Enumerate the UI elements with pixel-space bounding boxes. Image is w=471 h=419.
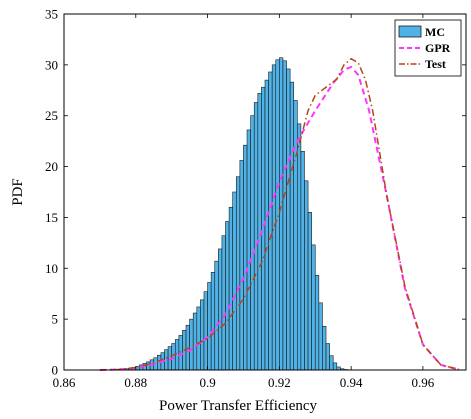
histogram-bar <box>171 343 176 371</box>
histogram-bar <box>261 86 266 371</box>
histogram-bar <box>221 235 226 371</box>
histogram-bar <box>264 79 269 371</box>
y-tick-label: 20 <box>45 159 58 174</box>
histogram-bar <box>271 64 277 371</box>
histogram-bar <box>225 221 230 371</box>
histogram-bar <box>289 81 295 371</box>
histogram-bar <box>203 291 208 371</box>
histogram-bar <box>189 318 194 371</box>
histogram-bar <box>246 129 251 371</box>
density-lines <box>99 57 460 371</box>
histogram-bar <box>300 151 305 371</box>
histogram-bar <box>243 144 248 371</box>
histogram-bar <box>164 349 169 371</box>
histogram-bar <box>325 343 330 371</box>
y-tick-label: 0 <box>52 363 59 378</box>
histogram-bar <box>279 57 284 371</box>
y-tick-label: 15 <box>45 210 58 225</box>
legend: MC GPR Test <box>394 19 462 77</box>
y-tick-label: 5 <box>52 312 59 327</box>
histogram-bar <box>228 206 234 371</box>
histogram-bar <box>332 362 338 371</box>
histogram-bar <box>329 355 334 371</box>
y-tick-label: 10 <box>45 261 58 276</box>
legend-label-test: Test <box>425 57 446 71</box>
y-tick-label: 30 <box>45 57 58 72</box>
histogram-bar <box>235 176 241 371</box>
x-tick-label: 0.94 <box>340 375 363 390</box>
histogram-bar <box>307 212 312 371</box>
y-axis-label: PDF <box>10 178 26 206</box>
histogram-bar <box>146 361 151 371</box>
x-axis-label: Power Transfer Efficiency <box>159 398 318 414</box>
histogram-bar <box>214 260 219 371</box>
histogram-bar <box>239 160 244 371</box>
legend-label-mc: MC <box>425 25 445 39</box>
x-tick-label: 0.88 <box>124 375 147 390</box>
histogram-bar <box>282 60 287 371</box>
histogram-bar <box>268 71 273 371</box>
series-line-test <box>99 57 460 371</box>
plot-frame <box>63 13 467 371</box>
x-axis-ticks: 0.86 0.88 0.9 0.92 0.94 0.96 <box>53 14 435 390</box>
histogram-bar <box>314 275 320 371</box>
histogram-bar <box>296 123 302 371</box>
histogram-bar <box>275 59 280 371</box>
histogram-bar <box>192 312 198 371</box>
histogram-bar <box>322 325 327 371</box>
histogram-bar <box>200 299 205 371</box>
y-tick-label: 25 <box>45 108 58 123</box>
x-tick-label: 0.92 <box>268 375 291 390</box>
histogram-bar <box>232 191 237 371</box>
histogram-bar <box>210 272 216 371</box>
x-tick-label: 0.9 <box>199 375 215 390</box>
histogram-bar <box>304 180 309 371</box>
histogram-bar <box>318 302 323 371</box>
histogram-bar <box>286 68 291 371</box>
legend-swatch-mc <box>398 25 422 38</box>
histogram-bar <box>218 248 223 371</box>
legend-label-gpr: GPR <box>425 41 451 55</box>
histogram-bar <box>196 306 201 371</box>
y-tick-label: 35 <box>45 7 58 22</box>
histogram-bar <box>178 335 183 371</box>
histogram-bar <box>253 102 259 371</box>
histogram-bar <box>207 282 212 371</box>
x-tick-label: 0.86 <box>53 375 76 390</box>
x-tick-label: 0.96 <box>412 375 435 390</box>
histogram-bar <box>250 115 255 371</box>
histogram-bar <box>311 244 316 371</box>
y-axis-ticks: 0 5 10 15 20 25 30 35 <box>45 7 466 378</box>
